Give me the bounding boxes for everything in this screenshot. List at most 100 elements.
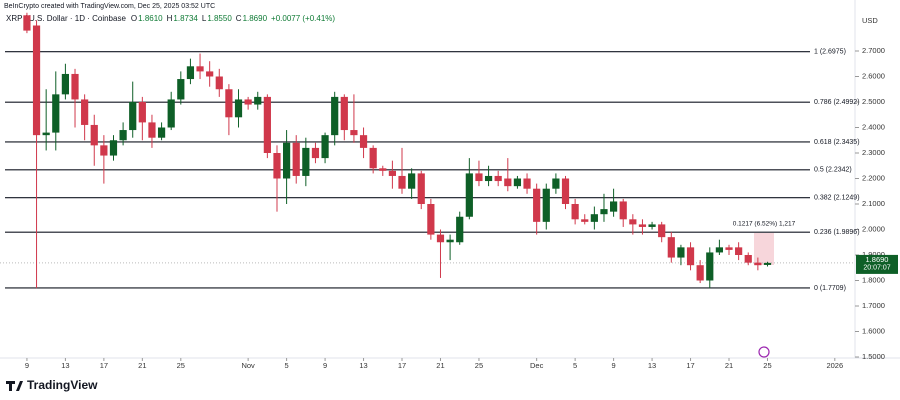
fib-label: 0.236 (1.9896) (814, 229, 860, 236)
candle-body (523, 178, 531, 189)
candle-body (484, 175, 493, 182)
symbol: XRP / U.S. Dollar · 1D · Coinbase (6, 14, 126, 23)
fib-label: 0.618 (2.3435) (814, 139, 860, 146)
ohlc-key: C (236, 14, 242, 23)
x-tick-label: Nov (241, 361, 255, 370)
price-tag-countdown: 20:07:07 (863, 265, 890, 272)
fib-label: 0 (1.7709) (814, 285, 846, 292)
candle-body (513, 178, 522, 187)
ohlc-legend: O 1.8610 H 1.8734 L 1.8550 C 1.8690 (131, 14, 268, 23)
candle-body (119, 130, 127, 141)
y-tick-label: 2.3000 (862, 148, 885, 157)
candle-body (475, 173, 483, 182)
x-tick-label: 21 (138, 361, 146, 370)
y-tick-label: 2.7000 (862, 46, 885, 55)
candle-body (388, 170, 396, 176)
fib-label: 0.5 (2.2342) (814, 167, 852, 174)
candle-body (638, 224, 647, 227)
candle-body (715, 247, 723, 253)
candle-body (677, 247, 685, 258)
x-tick-label: 17 (100, 361, 108, 370)
ohlc-key: O (131, 14, 137, 23)
candle-body (225, 89, 233, 118)
candle-body (744, 255, 752, 263)
candle-body (244, 99, 252, 105)
x-tick-label: 21 (725, 361, 733, 370)
candle-body (369, 147, 377, 169)
x-tick-label: 17 (686, 361, 694, 370)
candle-body (465, 173, 473, 217)
price-tag-label: 1.8690 (866, 255, 889, 264)
candle-body (504, 178, 512, 187)
x-tick-label: 5 (285, 361, 289, 370)
candle-body (177, 79, 185, 100)
candle-body (148, 122, 156, 138)
x-tick-label: 13 (61, 361, 69, 370)
candle-body (494, 175, 502, 182)
candle-body (254, 96, 262, 105)
candle-body (52, 94, 60, 133)
candle-body (90, 124, 98, 146)
x-tick-label: 5 (573, 361, 577, 370)
ohlc-value: 1.8550 (207, 14, 232, 23)
tv-logo: TradingView (6, 378, 98, 392)
brand: TradingView (27, 378, 98, 392)
candle-body (706, 252, 714, 281)
candle-body (667, 237, 675, 258)
ohlc-key: H (167, 14, 173, 23)
candle-body (619, 201, 627, 220)
x-tick-label: 25 (763, 361, 771, 370)
candle-body (129, 102, 137, 131)
logo-mark (6, 381, 23, 391)
candle-body (427, 204, 435, 235)
change: +0.0077 (+0.41%) (271, 14, 335, 23)
candle-body (561, 178, 570, 204)
fib-label: 0.786 (2.4992) (814, 99, 860, 106)
candle-body (321, 135, 329, 159)
candle-body (350, 130, 358, 136)
price-tag (856, 254, 898, 274)
candle-body (263, 96, 271, 153)
candle-body (686, 247, 695, 266)
measure-label: 0.1217 (6.52%) 1,217 (733, 221, 796, 228)
x-tick-label: Dec (530, 361, 544, 370)
x-tick-label: 9 (323, 361, 327, 370)
candle-body (167, 99, 175, 128)
y-tick-label: 2.6000 (862, 71, 885, 80)
ohlc-value: 1.8734 (173, 14, 198, 23)
y-tick-label: 2.4000 (862, 122, 885, 131)
y-tick-label: 1.7000 (862, 301, 885, 310)
x-tick-label: 2026 (826, 361, 843, 370)
candle-body (696, 265, 704, 281)
candle-body (581, 219, 589, 222)
x-tick-label: 17 (398, 361, 406, 370)
candle-body (648, 224, 656, 227)
candle-body (629, 219, 637, 225)
candle-body (311, 147, 320, 159)
ohlc-value: 1.8610 (138, 14, 163, 23)
candle-body (109, 140, 118, 156)
candle-body (61, 73, 69, 95)
y-tick-label: 2.2000 (862, 173, 885, 182)
candle-body (609, 201, 618, 212)
candle-body (157, 127, 166, 138)
candle-body (71, 73, 79, 100)
candle-body (81, 99, 89, 125)
fib-label: 0.382 (2.1249) (814, 194, 860, 201)
event-icon[interactable] (758, 346, 770, 358)
candle-body (408, 173, 416, 189)
x-tick-label: 21 (436, 361, 444, 370)
candle-body (456, 216, 464, 243)
candle-body (292, 142, 300, 176)
x-tick-label: 25 (177, 361, 185, 370)
candle-body (658, 224, 666, 238)
candle-body (215, 76, 223, 90)
candle-body (436, 234, 445, 243)
candle-body (571, 204, 579, 220)
y-tick-label: 2.5000 (862, 97, 885, 106)
candle-body (196, 66, 204, 72)
candle-body (331, 96, 339, 136)
candle-body (446, 239, 454, 243)
